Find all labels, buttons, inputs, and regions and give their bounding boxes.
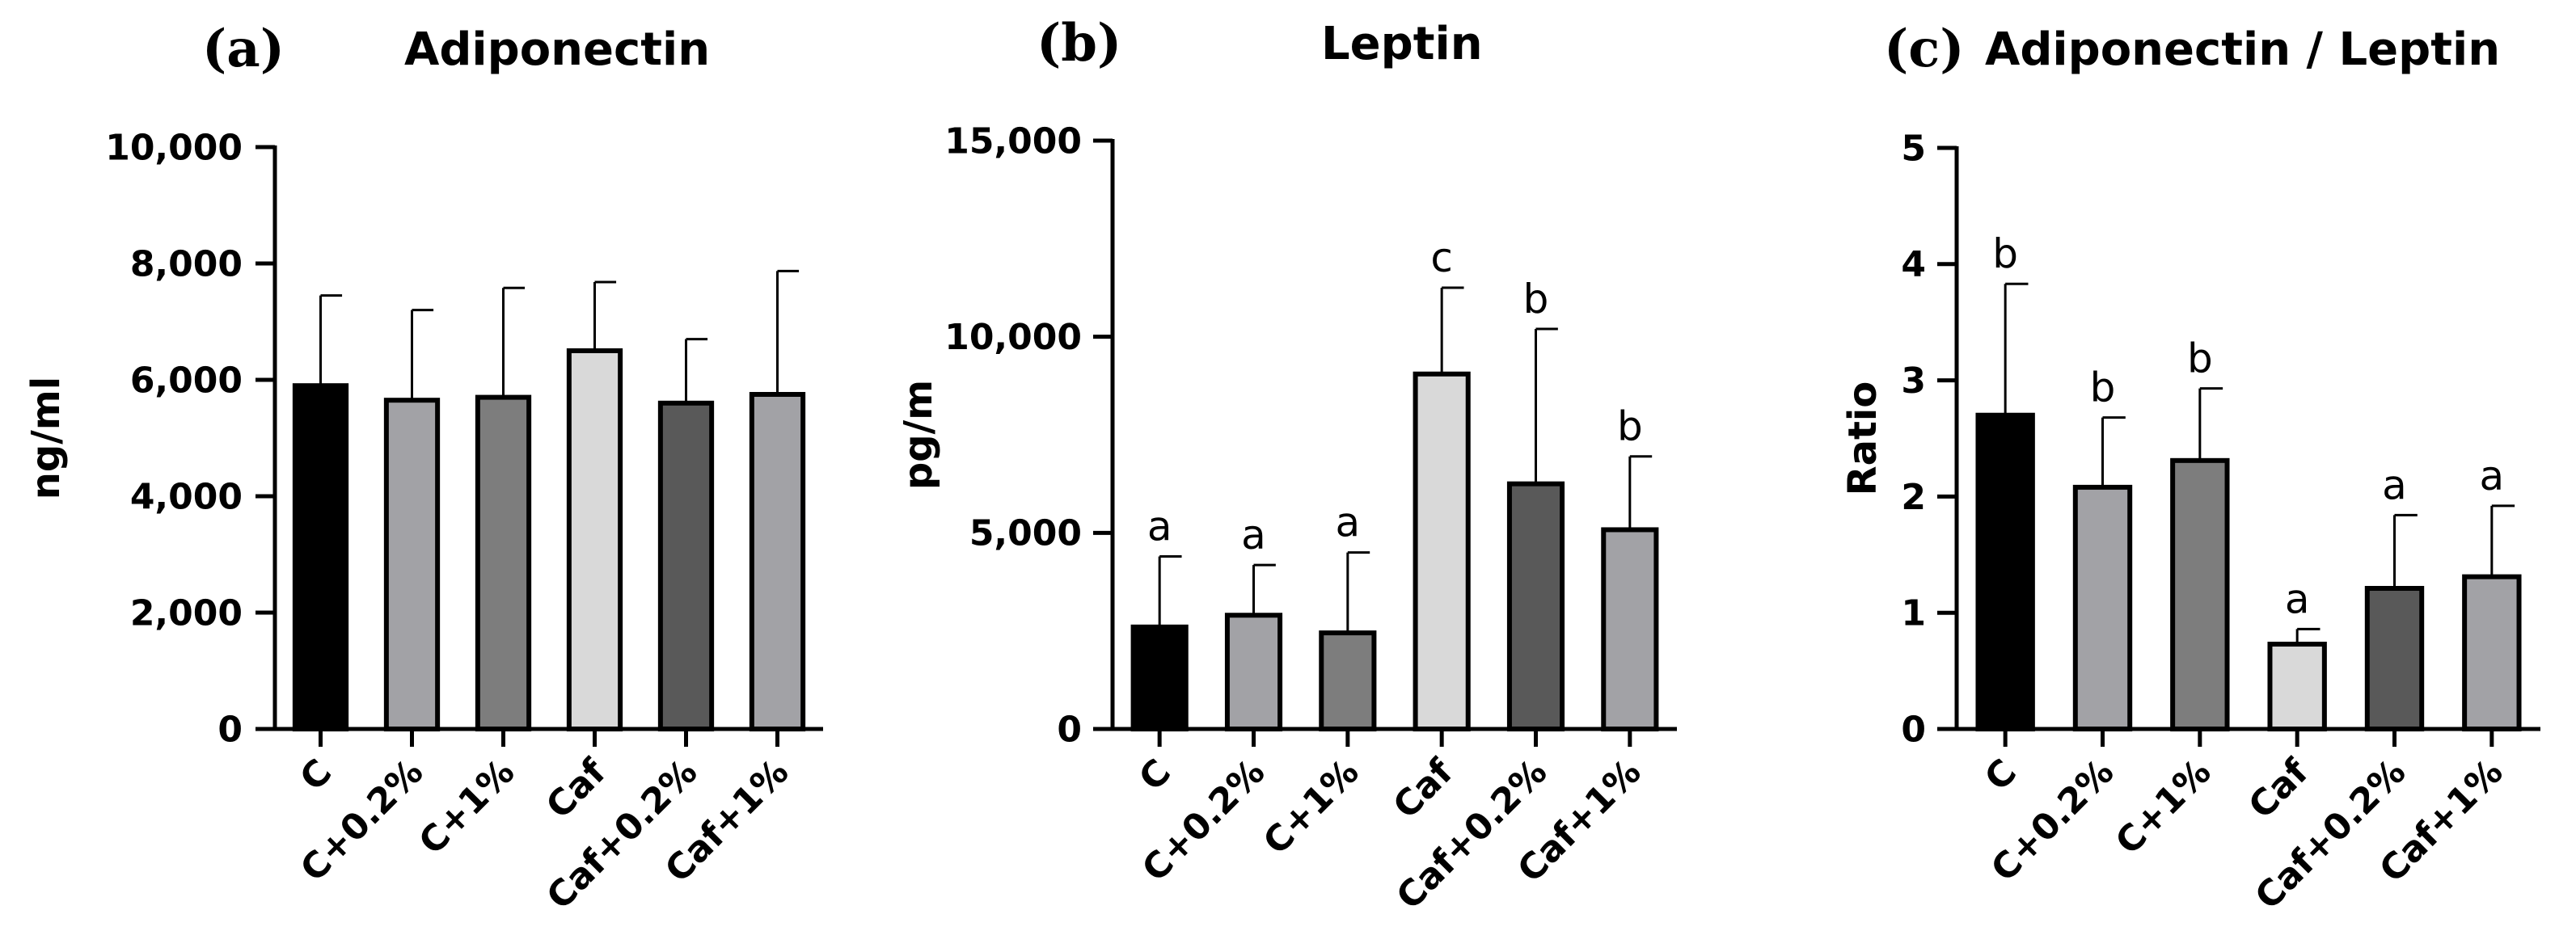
bar-caf: [2267, 642, 2327, 731]
x-tick-label: C+1%: [411, 752, 522, 863]
x-tick-label: Caf: [538, 751, 614, 827]
bar-c-0-2-: [2072, 484, 2133, 731]
x-tick-label: C: [1977, 752, 2025, 799]
significance-label: b: [2187, 335, 2213, 382]
y-tick-label: 0: [1901, 709, 1926, 750]
bar-caf-0-2-: [2364, 586, 2425, 732]
significance-label: b: [1523, 276, 1549, 322]
y-tick-label: 1: [1901, 593, 1926, 634]
bar-c-1-: [2170, 457, 2230, 732]
significance-label: a: [2382, 461, 2407, 508]
bar-caf-1-: [1601, 527, 1659, 732]
y-tick-label: 2: [1901, 477, 1926, 518]
bar-c-0-2-: [1224, 613, 1283, 732]
panel-title: Adiponectin / Leptin: [1985, 23, 2500, 76]
x-tick-label: Caf: [2241, 751, 2317, 827]
y-tick-label: 8,000: [130, 243, 243, 284]
y-tick-label: 4,000: [130, 476, 243, 517]
y-tick-label: 5,000: [969, 513, 1082, 554]
y-tick-label: 15,000: [944, 120, 1082, 162]
y-axis-label: Ratio: [1840, 381, 1886, 496]
bar-caf-1-: [749, 392, 806, 731]
panel-title: Leptin: [1321, 18, 1483, 70]
x-tick-label: C+1%: [2108, 752, 2219, 863]
bar-caf-0-2-: [657, 400, 715, 731]
bar-c-1-: [475, 394, 532, 731]
y-axis-label: pg/m: [896, 380, 941, 490]
panel-letter: (a): [202, 19, 285, 79]
bar-c-1-: [1319, 630, 1377, 731]
bar-c-0-2-: [383, 398, 441, 731]
y-tick-label: 0: [217, 709, 243, 750]
y-tick-label: 10,000: [944, 317, 1082, 358]
bar-caf: [1413, 371, 1471, 731]
x-tick-label: C: [292, 752, 340, 799]
y-tick-label: 5: [1901, 128, 1926, 169]
significance-label: a: [1241, 512, 1266, 558]
significance-label: a: [1147, 503, 1172, 550]
bar-c: [1130, 624, 1189, 732]
y-tick-label: 4: [1901, 244, 1926, 285]
y-tick-label: 0: [1057, 709, 1082, 750]
y-axis-label: ng/ml: [23, 377, 69, 500]
bar-caf: [566, 348, 623, 731]
y-tick-label: 2,000: [130, 592, 243, 634]
panel-adiponectin: (a) Adiponectin ng/ml 0 2,000 4,000 6,000 8,000…: [23, 19, 823, 918]
significance-label: b: [1617, 403, 1643, 450]
y-tick-label: 10,000: [105, 127, 243, 168]
significance-label: c: [1430, 234, 1453, 281]
panel-ratio: (c) Adiponectin / LeptinRatio012345bCbC+0…: [1840, 19, 2540, 918]
panel-letter: (c): [1884, 19, 1965, 79]
bar-c: [292, 383, 349, 731]
significance-label: a: [2285, 575, 2310, 622]
x-tick-label: C: [1131, 752, 1179, 799]
bar-caf-1-: [2462, 574, 2522, 732]
significance-label: a: [2480, 453, 2505, 499]
significance-label: a: [1336, 499, 1361, 546]
y-tick-label: 3: [1901, 360, 1926, 402]
x-tick-label: C+1%: [1256, 752, 1367, 863]
bar-caf-0-2-: [1506, 481, 1565, 732]
bar-c: [1975, 412, 2035, 731]
panel-title: Adiponectin: [404, 23, 710, 76]
panel-leptin: (b) Leptinpg/m05,00010,00015,000aCaC+0.2%…: [896, 13, 1677, 918]
significance-label: b: [2090, 364, 2116, 411]
significance-label: b: [1992, 230, 2018, 277]
x-tick-label: Caf: [1386, 751, 1462, 827]
y-tick-label: 6,000: [130, 360, 243, 401]
panel-letter: (b): [1037, 13, 1121, 74]
